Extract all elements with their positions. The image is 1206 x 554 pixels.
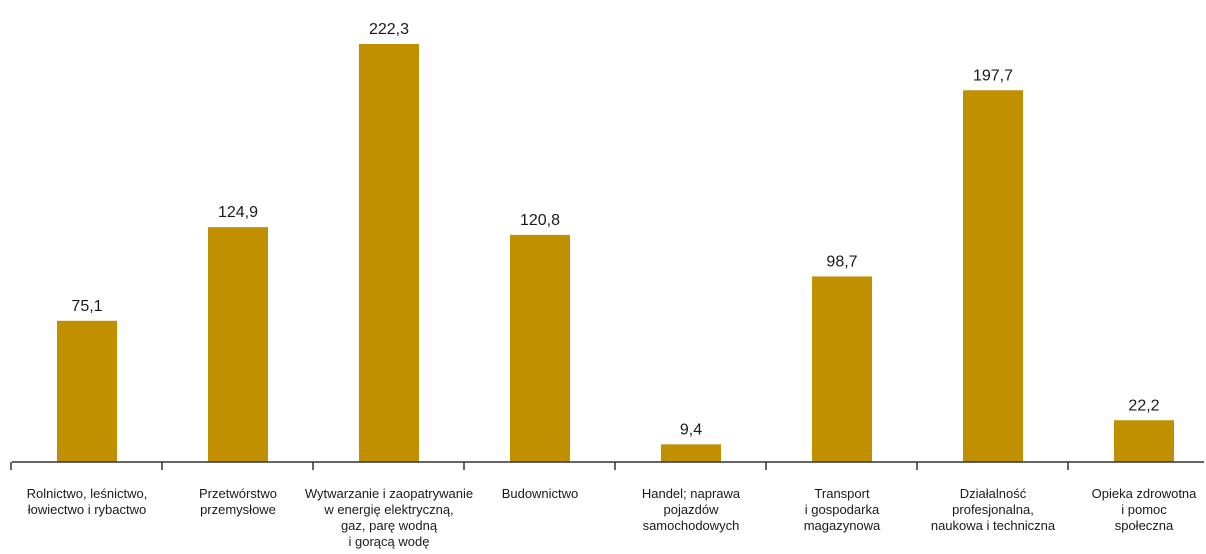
- bar: [208, 227, 268, 462]
- x-axis: [10, 461, 1204, 470]
- category-label-line: łowiectwo i rybactwo: [28, 502, 147, 517]
- category-label-line: naukowa i techniczna: [931, 518, 1056, 533]
- category-label: Handel; naprawa pojazdów samochodowych: [642, 486, 741, 533]
- category-label-line: Przetwórstwo: [199, 486, 277, 501]
- category-label-line: i pomoc: [1121, 502, 1167, 517]
- bar: [1114, 420, 1174, 462]
- data-label: 22,2: [1128, 397, 1159, 414]
- bar: [510, 234, 570, 462]
- category-label-line: Handel; naprawa: [642, 486, 741, 501]
- category-label: Wytwarzanie i zaopatrywanie w energię ele…: [305, 486, 473, 549]
- category-label: Budownictwo: [502, 486, 579, 501]
- category-label-line: magazynowa: [804, 518, 881, 533]
- category-label: Przetwórstwo przemysłowe: [199, 486, 277, 517]
- data-label: 197,7: [973, 67, 1013, 84]
- category-label-line: społeczna: [1115, 518, 1174, 533]
- data-label: 9,4: [680, 421, 702, 438]
- category-label-line: w energię elektryczną,: [323, 502, 453, 517]
- category-label-line: Rolnictwo, leśnictwo,: [27, 486, 148, 501]
- data-label: 222,3: [369, 21, 409, 38]
- category-label-line: przemysłowe: [200, 502, 276, 517]
- data-label: 124,9: [218, 204, 258, 221]
- category-label-line: profesjonalna,: [952, 502, 1034, 517]
- category-label-line: Transport: [814, 486, 870, 501]
- category-label-line: Wytwarzanie i zaopatrywanie: [305, 486, 473, 501]
- category-label-line: Budownictwo: [502, 486, 579, 501]
- category-label-line: pojazdów: [664, 502, 720, 517]
- bar: [57, 320, 117, 462]
- data-label: 120,8: [520, 212, 560, 229]
- category-label-line: samochodowych: [643, 518, 740, 533]
- bar: [812, 276, 872, 462]
- value-labels-group: 75,1 124,9 222,3 120,8 9,4 98,7 197,7 22,2: [71, 21, 1159, 438]
- data-label: 75,1: [71, 298, 102, 315]
- category-label-line: Opieka zdrowotna: [1092, 486, 1198, 501]
- category-label: Transport i gospodarka magazynowa: [804, 486, 881, 533]
- data-label: 98,7: [826, 253, 857, 270]
- category-label: Działalność profesjonalna, naukowa i techn…: [931, 486, 1056, 533]
- category-label-line: i gorącą wodę: [349, 534, 430, 549]
- bar: [661, 444, 721, 462]
- bar: [963, 90, 1023, 462]
- category-label: Opieka zdrowotna i pomoc społeczna: [1092, 486, 1198, 533]
- category-label-line: i gospodarka: [805, 502, 880, 517]
- bar: [359, 44, 419, 462]
- category-label: Rolnictwo, leśnictwo, łowiectwo i rybactw…: [27, 486, 148, 517]
- category-labels-group: Rolnictwo, leśnictwo, łowiectwo i rybactw…: [27, 486, 1197, 549]
- category-label-line: Działalność: [960, 486, 1027, 501]
- bars-group: [57, 44, 1174, 462]
- category-label-line: gaz, parę wodną: [341, 518, 438, 533]
